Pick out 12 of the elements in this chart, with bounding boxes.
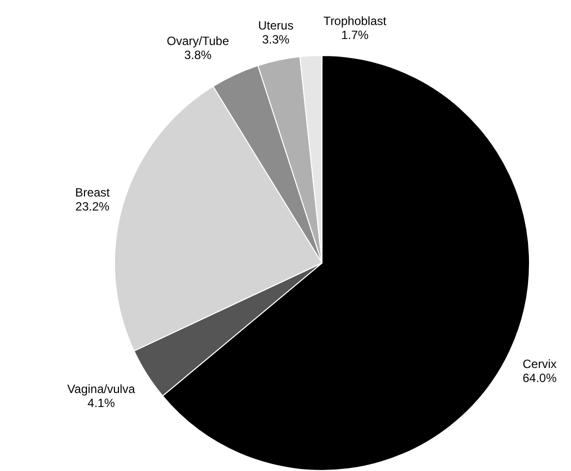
slice-label: Breast bbox=[75, 186, 110, 200]
slice-label: Ovary/Tube bbox=[166, 34, 230, 48]
data-label: 1.7% bbox=[341, 28, 369, 42]
data-label: 3.8% bbox=[184, 48, 212, 62]
slice-label: Trophoblast bbox=[323, 14, 388, 28]
data-label: 64.0% bbox=[522, 370, 557, 385]
slice-label: Uterus bbox=[258, 18, 294, 32]
data-label: 3.3% bbox=[262, 32, 290, 46]
data-label: 4.1% bbox=[88, 396, 116, 410]
data-label: 23.2% bbox=[75, 200, 110, 214]
slice-label: Cervix bbox=[522, 356, 557, 371]
slice-label: Vagina/vulva bbox=[67, 382, 136, 396]
